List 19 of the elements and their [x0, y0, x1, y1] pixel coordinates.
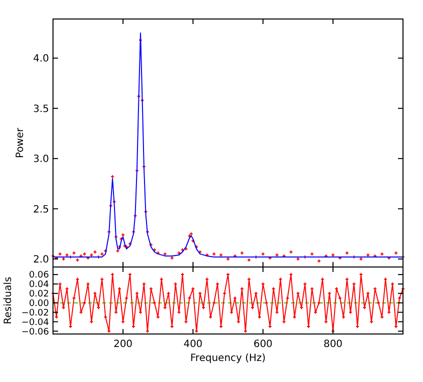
y-tick-label: −0.04 [21, 318, 50, 328]
y-tick-label: 2.0 [33, 254, 49, 266]
y-tick-label: 3.5 [33, 104, 49, 115]
x-tick-label: 600 [253, 339, 273, 350]
y-tick-label: 0.04 [28, 280, 50, 290]
y-tick-label: 3.0 [33, 154, 49, 166]
y-tick-label: 0.00 [28, 299, 50, 310]
x-axis-title: Frequency (Hz) [190, 353, 266, 364]
y-tick-label: 0.02 [28, 290, 49, 300]
y-tick-label: −0.06 [21, 327, 50, 338]
y-tick-label: 2.5 [33, 204, 49, 216]
y-tick-label: 0.06 [28, 270, 50, 281]
y-axis-title: Residuals [3, 276, 14, 324]
y-tick-label: 4.0 [33, 54, 49, 65]
x-tick-label: 800 [323, 339, 343, 350]
y-axis-title: Power [15, 126, 26, 158]
x-tick-label: 400 [183, 339, 203, 350]
x-tick-label: 200 [113, 339, 133, 350]
y-tick-label: −0.02 [21, 308, 49, 318]
